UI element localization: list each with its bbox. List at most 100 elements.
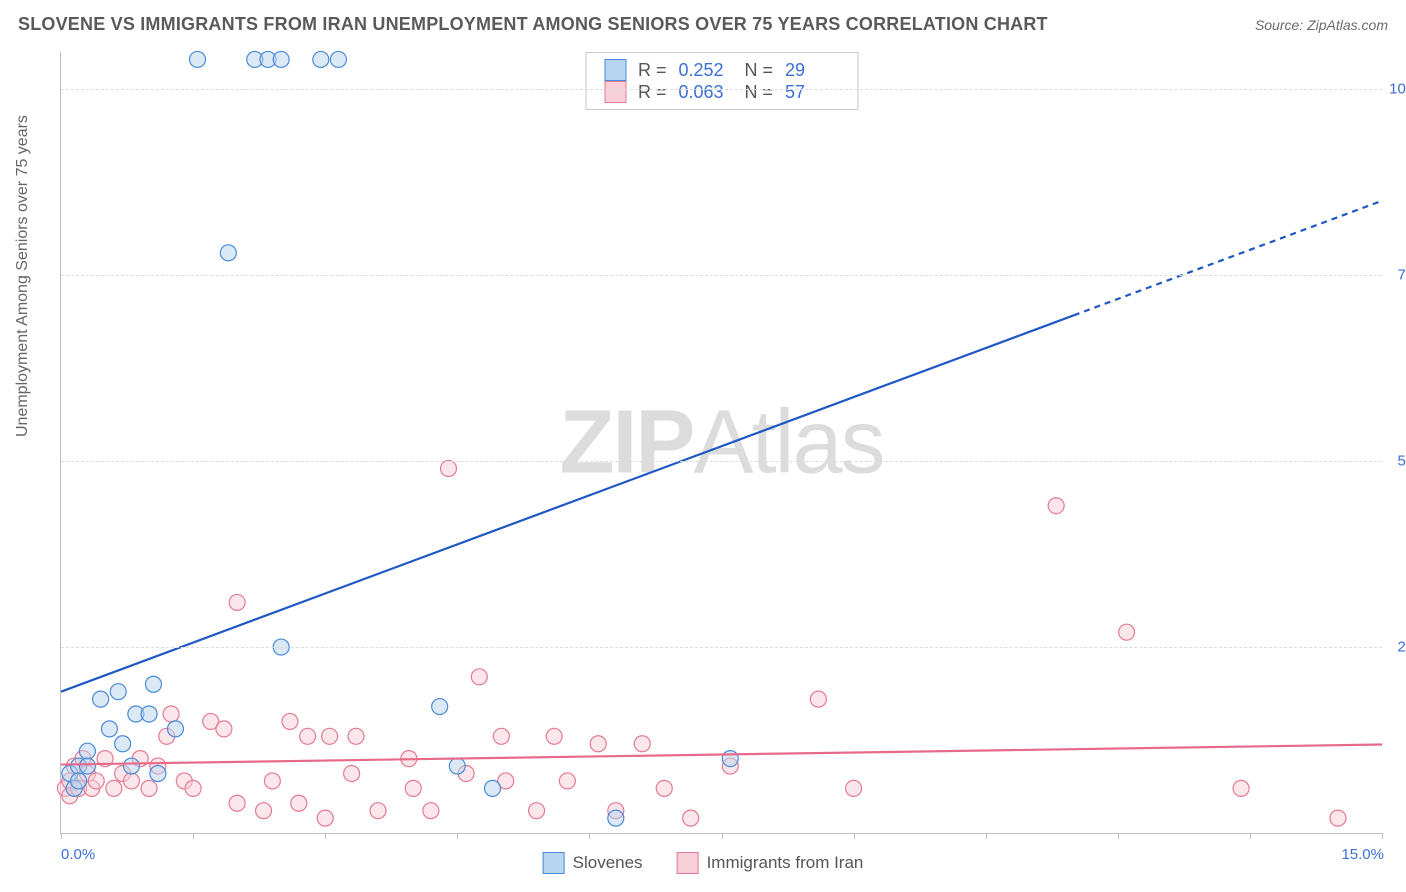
iran-point <box>590 736 606 752</box>
iran-point <box>546 728 562 744</box>
n-label: N = <box>745 60 774 81</box>
iran-point <box>229 594 245 610</box>
iran-point <box>1233 780 1249 796</box>
iran-point <box>229 795 245 811</box>
x-tick <box>457 833 458 839</box>
legend-item-slovenes: Slovenes <box>543 852 643 874</box>
x-tick <box>986 833 987 839</box>
iran-point <box>846 780 862 796</box>
legend-item-iran: Immigrants from Iran <box>677 852 864 874</box>
slovenes-point <box>79 758 95 774</box>
iran-point <box>1330 810 1346 826</box>
chart-svg <box>61 52 1382 833</box>
gridline <box>61 461 1382 462</box>
y-tick-label: 25.0% <box>1397 639 1406 656</box>
r-label: R = <box>638 82 667 103</box>
slovenes-point <box>722 751 738 767</box>
iran-point <box>291 795 307 811</box>
iran-point <box>634 736 650 752</box>
n-value: 57 <box>785 82 839 103</box>
iran-point <box>1119 624 1135 640</box>
slovenes-point <box>432 699 448 715</box>
iran-point <box>123 773 139 789</box>
slovenes-point <box>123 758 139 774</box>
slovenes-point <box>101 721 117 737</box>
y-tick-label: 50.0% <box>1397 453 1406 470</box>
slovenes-point <box>485 780 501 796</box>
gridline <box>61 647 1382 648</box>
n-label: N = <box>745 82 774 103</box>
iran-point <box>1048 498 1064 514</box>
iran-point <box>322 728 338 744</box>
slovenes-point <box>110 684 126 700</box>
x-tick <box>854 833 855 839</box>
iran-point <box>106 780 122 796</box>
x-tick <box>61 833 62 839</box>
iran-point <box>216 721 232 737</box>
source-attribution: Source: ZipAtlas.com <box>1255 17 1388 33</box>
x-tick <box>722 833 723 839</box>
iran-point <box>656 780 672 796</box>
iran-point <box>163 706 179 722</box>
slovenes-point <box>93 691 109 707</box>
stats-row-iran: R = 0.063 N = 57 <box>604 81 839 103</box>
r-value: 0.063 <box>679 82 733 103</box>
gridline <box>61 89 1382 90</box>
iran-point <box>344 765 360 781</box>
slovenes-point <box>449 758 465 774</box>
slovenes-point <box>313 51 329 67</box>
iran-point <box>141 780 157 796</box>
legend-swatch-iran <box>677 852 699 874</box>
n-value: 29 <box>785 60 839 81</box>
slovenes-point <box>79 743 95 759</box>
iran-point <box>317 810 333 826</box>
slovenes-point <box>608 810 624 826</box>
legend: Slovenes Immigrants from Iran <box>543 852 864 874</box>
swatch-slovenes <box>604 59 626 81</box>
stats-box: R = 0.252 N = 29 R = 0.063 N = 57 <box>585 52 858 110</box>
iran-point <box>88 773 104 789</box>
iran-point <box>493 728 509 744</box>
iran-point <box>810 691 826 707</box>
iran-point <box>348 728 364 744</box>
iran-trend <box>61 744 1382 764</box>
iran-point <box>405 780 421 796</box>
x-tick <box>325 833 326 839</box>
gridline <box>61 275 1382 276</box>
plot-area: ZIPAtlas R = 0.252 N = 29 R = 0.063 N = … <box>60 52 1382 834</box>
iran-point <box>264 773 280 789</box>
iran-point <box>471 669 487 685</box>
x-tick <box>1382 833 1383 839</box>
slovenes-point <box>190 51 206 67</box>
iran-point <box>370 803 386 819</box>
header: SLOVENE VS IMMIGRANTS FROM IRAN UNEMPLOY… <box>18 14 1388 35</box>
iran-point <box>185 780 201 796</box>
x-tick <box>193 833 194 839</box>
slovenes-trend-dashed <box>1074 201 1382 316</box>
iran-point <box>440 461 456 477</box>
iran-point <box>300 728 316 744</box>
iran-point <box>256 803 272 819</box>
slovenes-point <box>150 765 166 781</box>
iran-point <box>683 810 699 826</box>
legend-label-iran: Immigrants from Iran <box>707 853 864 873</box>
x-tick <box>589 833 590 839</box>
r-label: R = <box>638 60 667 81</box>
iran-point <box>282 713 298 729</box>
swatch-iran <box>604 81 626 103</box>
slovenes-point <box>167 721 183 737</box>
slovenes-point <box>115 736 131 752</box>
slovenes-trend-solid <box>61 315 1074 691</box>
y-tick-label: 100.0% <box>1389 81 1406 98</box>
slovenes-point <box>220 245 236 261</box>
iran-point <box>559 773 575 789</box>
legend-label-slovenes: Slovenes <box>573 853 643 873</box>
r-value: 0.252 <box>679 60 733 81</box>
x-tick-label-min: 0.0% <box>61 846 95 863</box>
x-tick-label-max: 15.0% <box>1341 846 1384 863</box>
y-tick-label: 75.0% <box>1397 267 1406 284</box>
x-tick <box>1118 833 1119 839</box>
slovenes-point <box>71 773 87 789</box>
slovenes-point <box>141 706 157 722</box>
legend-swatch-slovenes <box>543 852 565 874</box>
